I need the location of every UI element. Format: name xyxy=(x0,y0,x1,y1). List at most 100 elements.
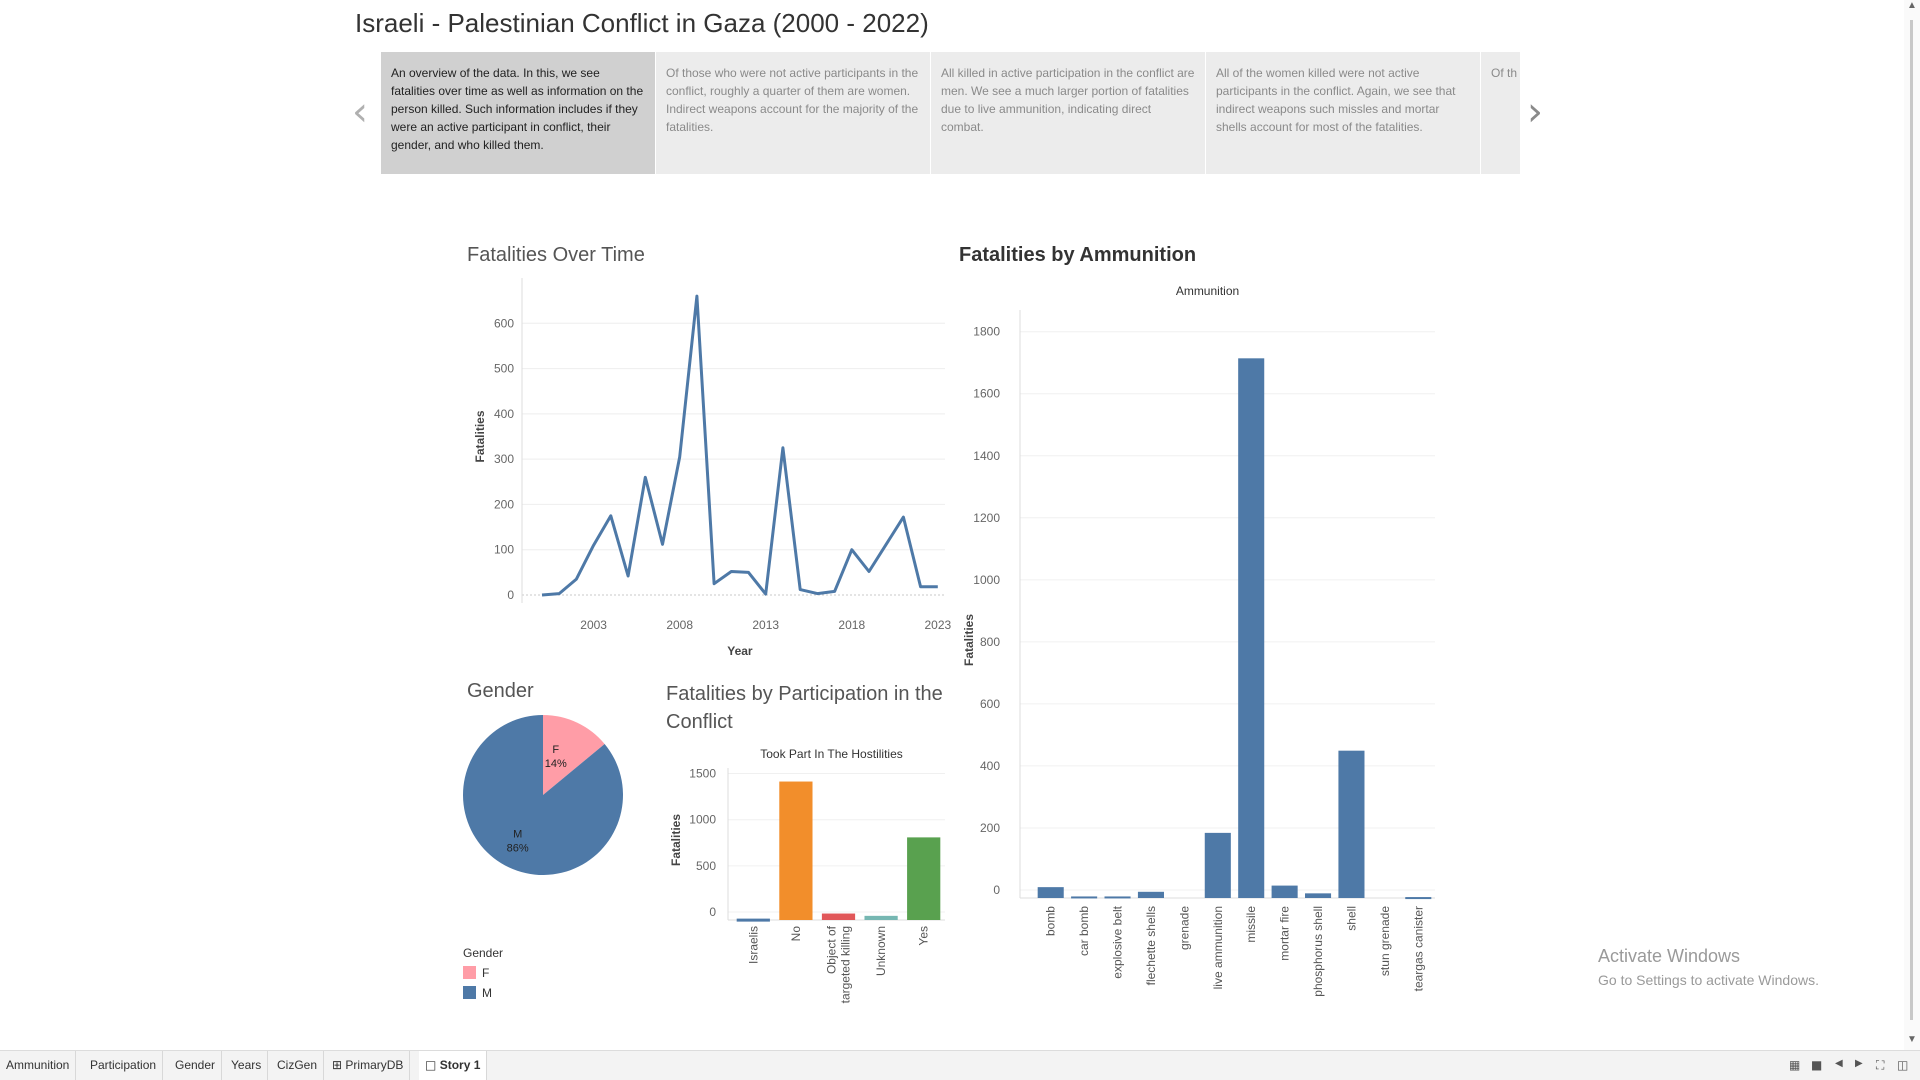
tab-label: PrimaryDB xyxy=(345,1058,404,1072)
story-point-caption-3[interactable]: All killed in active participation in th… xyxy=(931,52,1205,174)
grid-view-icon[interactable]: ▦ xyxy=(1789,1058,1801,1072)
fatalities-by-participation-chart[interactable]: Took Part In The Hostilities 0 500 1000 1500… xyxy=(660,740,960,1015)
tab-ammunition[interactable]: Ammunition xyxy=(0,1051,77,1080)
tab-gender[interactable]: Gender xyxy=(169,1051,223,1080)
y-tick-label: 600 xyxy=(980,697,1000,711)
pie-percent: 86% xyxy=(507,843,529,855)
y-axis-title: Fatalities xyxy=(669,814,683,866)
pie-slice-m[interactable] xyxy=(463,715,623,875)
y-tick-label: 0 xyxy=(993,883,1000,897)
fit-screen-icon[interactable]: ⛶ xyxy=(1876,1058,1885,1072)
column-header: Took Part In The Hostilities xyxy=(760,747,903,761)
bar-israelis[interactable] xyxy=(736,918,770,922)
y-axis-title: Fatalities xyxy=(962,614,976,666)
dashboard-icon: ⊞ xyxy=(332,1058,343,1072)
story-point-caption-1[interactable]: An overview of the data. In this, we see… xyxy=(381,52,655,174)
story-point-caption-4[interactable]: All of the women killed were not active … xyxy=(1206,52,1480,174)
story-navigator: An overview of the data. In this, we see… xyxy=(381,52,1520,174)
bar-flechette-shells[interactable] xyxy=(1137,891,1164,898)
x-tick-label: Unknown xyxy=(874,926,888,976)
y-tick-label: 500 xyxy=(696,859,716,873)
bar-live-ammunition[interactable] xyxy=(1204,832,1231,898)
gender-title: Gender xyxy=(467,680,534,702)
y-tick-label: 1000 xyxy=(689,813,716,827)
activate-windows-watermark: Activate Windows xyxy=(1598,946,1741,966)
y-tick-label: 600 xyxy=(494,316,514,330)
fatalities-by-ammunition-chart[interactable]: Ammunition 0 200 400 600 800 1000 1200 1400 1600 1… xyxy=(955,270,1455,1010)
tab-label: CizGen xyxy=(277,1058,318,1072)
story-icon: □ xyxy=(425,1058,437,1072)
bar-mortar-fire[interactable] xyxy=(1271,885,1298,898)
x-tick-label: 2018 xyxy=(838,618,865,632)
y-tick-label: 1800 xyxy=(973,325,1000,339)
presentation-icon[interactable]: ◫ xyxy=(1897,1058,1909,1072)
bar-bomb[interactable] xyxy=(1037,887,1064,898)
x-tick-label: Israelis xyxy=(746,926,760,964)
x-tick-label: bomb xyxy=(1044,906,1058,936)
tab-participation[interactable]: Participation xyxy=(84,1051,164,1080)
legend-label: M xyxy=(482,986,492,1000)
x-tick-label: missile xyxy=(1244,906,1258,943)
bar-yes[interactable] xyxy=(907,837,941,920)
y-tick-label: 300 xyxy=(494,452,514,466)
pie-label: M xyxy=(513,829,522,841)
tab-cizgen[interactable]: CizGen xyxy=(271,1051,325,1080)
y-tick-label: 0 xyxy=(709,905,716,919)
y-tick-label: 1000 xyxy=(973,573,1000,587)
x-tick-label: 2008 xyxy=(666,618,693,632)
bar-unknown[interactable] xyxy=(864,915,898,920)
chevron-left-icon[interactable]: ‹ xyxy=(352,89,368,135)
tab-label: Gender xyxy=(175,1058,216,1072)
bar-teargas-canister[interactable] xyxy=(1405,897,1432,900)
x-tick-label: targeted killing xyxy=(839,926,853,1003)
y-tick-label: 1600 xyxy=(973,387,1000,401)
story-point-caption-2[interactable]: Of those who were not active participant… xyxy=(656,52,930,174)
sheet-tab-bar: Ammunition Participation Gender Years Ci… xyxy=(0,1050,1920,1080)
tab-prev-icon[interactable]: ◀ xyxy=(1835,1058,1843,1069)
x-tick-label: live ammunition xyxy=(1211,906,1225,989)
tab-primarydb[interactable]: ⊞ PrimaryDB xyxy=(326,1051,411,1080)
pie-label: F xyxy=(552,744,559,756)
x-tick-label: stun grenade xyxy=(1378,906,1392,976)
story-point-caption-5[interactable]: Of th porti rudim xyxy=(1481,52,1520,174)
bar-car-bomb[interactable] xyxy=(1071,896,1098,899)
y-tick-label: 1400 xyxy=(973,449,1000,463)
y-tick-label: 800 xyxy=(980,635,1000,649)
x-tick-label: explosive belt xyxy=(1111,905,1125,978)
bar-explosive-belt[interactable] xyxy=(1104,896,1131,899)
tab-next-icon[interactable]: ▶ xyxy=(1855,1058,1863,1069)
filmstrip-view-icon[interactable]: ■ xyxy=(1811,1058,1823,1072)
scroll-up-icon[interactable]: ▲ xyxy=(1907,0,1917,11)
y-tick-label: 0 xyxy=(507,588,514,602)
vertical-scrollbar[interactable]: ▲ ▼ xyxy=(1904,0,1920,1050)
tab-label: Years xyxy=(231,1058,262,1072)
x-tick-label: flechette shells xyxy=(1144,906,1158,985)
tab-story-1[interactable]: □ Story 1 xyxy=(419,1051,488,1080)
x-tick-label: 2023 xyxy=(924,618,951,632)
story-title: Israeli - Palestinian Conflict in Gaza (… xyxy=(355,8,929,38)
fatalities-over-time-chart[interactable]: 0 100 200 300 400 500 600 2003 2008 2013 2018 2023 Y… xyxy=(460,270,960,670)
scroll-down-icon[interactable]: ▼ xyxy=(1907,1034,1917,1045)
pie-slice-f[interactable] xyxy=(543,715,605,795)
y-tick-label: 400 xyxy=(980,759,1000,773)
bar-phosphorus-shell[interactable] xyxy=(1305,893,1332,898)
y-tick-label: 400 xyxy=(494,407,514,421)
bar-object-of-targeted-killing[interactable] xyxy=(821,913,856,920)
x-tick-label: phosphorus shell xyxy=(1311,906,1325,997)
tab-label: Participation xyxy=(90,1058,157,1072)
bar-missile[interactable] xyxy=(1238,358,1265,898)
ammunition-title: Fatalities by Ammunition xyxy=(959,244,1197,266)
bar-shell[interactable] xyxy=(1338,750,1365,898)
tab-years[interactable]: Years xyxy=(225,1051,269,1080)
bar-no[interactable] xyxy=(779,781,813,920)
chevron-right-icon[interactable]: › xyxy=(1527,89,1543,135)
x-tick-label: shell xyxy=(1344,906,1358,931)
scrollbar-thumb[interactable] xyxy=(1910,20,1913,1020)
x-axis-title: Year xyxy=(727,644,753,658)
x-tick-label: car bomb xyxy=(1077,906,1091,956)
legend-item-m[interactable]: M xyxy=(463,986,503,1000)
x-tick-label: teargas canister xyxy=(1411,906,1425,991)
gender-pie-chart[interactable]: F 14% M 86% xyxy=(455,710,635,890)
fatalities-line[interactable] xyxy=(541,294,938,597)
legend-item-f[interactable]: F xyxy=(463,966,503,980)
